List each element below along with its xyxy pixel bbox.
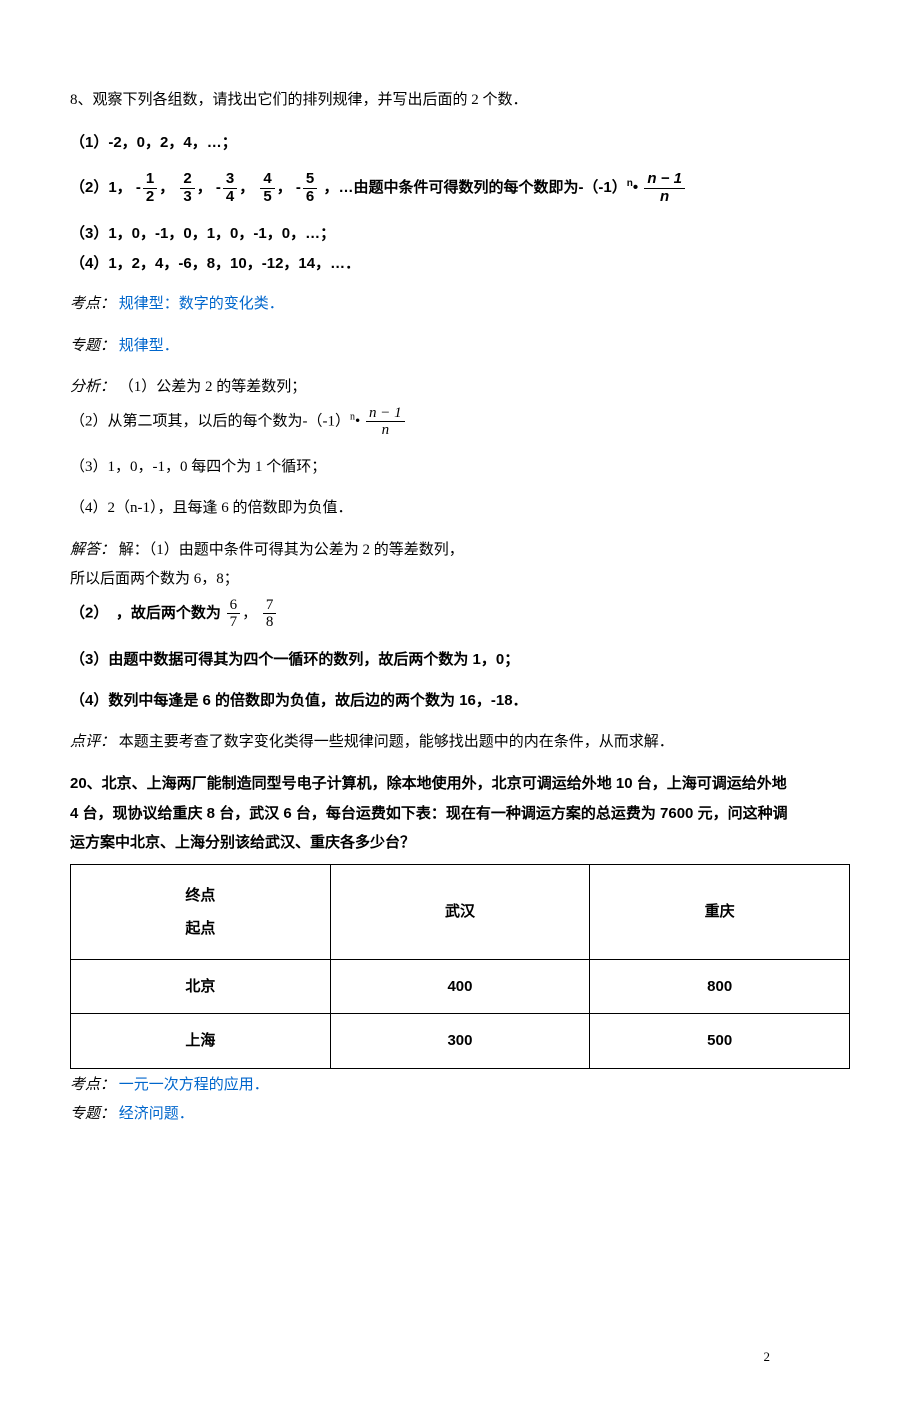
frac-den: 4 <box>223 189 237 206</box>
q20-kaodian-row: 考点： 一元一次方程的应用． <box>70 1073 850 1099</box>
jieda-p1a: 解答： 解：（1）由题中条件可得其为公差为 2 的等差数列， <box>70 538 850 564</box>
frac-den: n <box>366 422 405 439</box>
col-chongqing: 重庆 <box>590 864 850 959</box>
q20-l1: 20、北京、上海两厂能制造同型号电子计算机，除本地使用外，北京可调运给外地 10… <box>70 771 850 797</box>
table-row: 终点 起点 武汉 重庆 <box>71 864 850 959</box>
jieda-p4: （4）数列中每逢是 6 的倍数即为负值，故后边的两个数为 16，-18． <box>70 688 850 714</box>
q8-item1: （1）-2，0，2，4，…； <box>70 130 850 156</box>
frac-den: 2 <box>143 189 157 206</box>
page-number: 2 <box>764 1346 771 1368</box>
jieda-p2-pre: （2） ，故后两个数为 <box>70 604 221 621</box>
frac-num: 5 <box>303 171 317 189</box>
cell-sh-cq: 500 <box>590 1014 850 1069</box>
cell-bj-cq: 800 <box>590 959 850 1014</box>
q8-title: 8、观察下列各组数，请找出它们的排列规律，并写出后面的 2 个数． <box>70 88 850 114</box>
cell-bj-wh: 400 <box>330 959 590 1014</box>
jieda-label: 解答： <box>70 542 115 558</box>
dot: • <box>355 413 360 429</box>
frac-den: n <box>644 189 685 206</box>
zhuanti-link[interactable]: 规律型． <box>119 338 179 354</box>
q8-item2-tail: ，…由题中条件可得数列的每个数即为-（-1） <box>323 179 626 196</box>
cost-table: 终点 起点 武汉 重庆 北京 400 800 上海 300 500 <box>70 864 850 1069</box>
frac-den: 7 <box>227 614 241 631</box>
superscript-n: n <box>627 178 633 189</box>
table-header-diag: 终点 起点 <box>71 864 331 959</box>
jieda-p3: （3）由题中数据可得其为四个一循环的数列，故后两个数为 1，0； <box>70 647 850 673</box>
frac-den: 8 <box>263 614 277 631</box>
q20-kaodian-label: 考点： <box>70 1077 115 1093</box>
frac-den: 5 <box>260 189 274 206</box>
frac-num: n − 1 <box>366 405 405 423</box>
fenxi-p1: 分析： （1）公差为 2 的等差数列； <box>70 375 850 401</box>
zhuanti-label: 专题： <box>70 338 115 354</box>
jieda-p1a-text: 解：（1）由题中条件可得其为公差为 2 的等差数列， <box>119 542 464 558</box>
q8-item3: （3）1，0，-1，0，1，0，-1，0，…； <box>70 221 850 247</box>
frac-num: 7 <box>263 597 277 615</box>
q20-zhuanti-label: 专题： <box>70 1106 115 1122</box>
frac-num: 3 <box>223 171 237 189</box>
fenxi-label: 分析： <box>70 379 115 395</box>
frac-den: 6 <box>303 189 317 206</box>
kaodian-row: 考点： 规律型：数字的变化类． <box>70 292 850 318</box>
frac-num: 4 <box>260 171 274 189</box>
frac-num: n − 1 <box>644 171 685 189</box>
kaodian-link[interactable]: 规律型：数字的变化类． <box>119 296 284 312</box>
jieda-p1b: 所以后面两个数为 6，8； <box>70 567 850 593</box>
q20-l3: 运方案中北京、上海分别该给武汉、重庆各多少台？ <box>70 830 850 856</box>
q20-zhuanti-link[interactable]: 经济问题． <box>119 1106 194 1122</box>
q8-item2-lead: （2）1， <box>70 179 132 196</box>
q8-item2: （2）1， -12， 23， -34， 45， -56 ，…由题中条件可得数列的… <box>70 171 850 205</box>
q20-l2: 4 台，现协议给重庆 8 台，武汉 6 台，每台运费如下表：现在有一种调运方案的… <box>70 801 850 827</box>
frac-num: 6 <box>227 597 241 615</box>
fenxi-p2: （2）从第二项其，以后的每个数为-（-1）n• n − 1n <box>70 405 850 439</box>
cell-sh-wh: 300 <box>330 1014 590 1069</box>
fenxi-p2-pre: （2）从第二项其，以后的每个数为-（-1） <box>70 413 350 429</box>
q20-kaodian-link[interactable]: 一元一次方程的应用． <box>119 1077 269 1093</box>
q20-zhuanti-row: 专题： 经济问题． <box>70 1102 850 1128</box>
dianping-label: 点评： <box>70 734 115 750</box>
zhuanti-row: 专题： 规律型． <box>70 334 850 360</box>
header-end: 终点 <box>71 879 330 912</box>
frac-num: 1 <box>143 171 157 189</box>
fenxi-p4: （4）2（n-1），且每逢 6 的倍数即为负值． <box>70 496 850 522</box>
row-beijing: 北京 <box>71 959 331 1014</box>
dianping-row: 点评： 本题主要考查了数字变化类得一些规律问题，能够找出题中的内在条件，从而求解… <box>70 730 850 756</box>
kaodian-label: 考点： <box>70 296 115 312</box>
col-wuhan: 武汉 <box>330 864 590 959</box>
q8-item4: （4）1，2，4，-6，8，10，-12，14，…． <box>70 251 850 277</box>
table-row: 北京 400 800 <box>71 959 850 1014</box>
dianping-text: 本题主要考查了数字变化类得一些规律问题，能够找出题中的内在条件，从而求解． <box>119 734 674 750</box>
row-shanghai: 上海 <box>71 1014 331 1069</box>
fenxi-p1-text: （1）公差为 2 的等差数列； <box>119 379 307 395</box>
header-start: 起点 <box>71 912 330 945</box>
jieda-p2: （2） ，故后两个数为 67， 78 <box>70 597 850 631</box>
frac-den: 3 <box>180 189 194 206</box>
table-row: 上海 300 500 <box>71 1014 850 1069</box>
fenxi-p3: （3）1，0，-1，0 每四个为 1 个循环； <box>70 455 850 481</box>
frac-num: 2 <box>180 171 194 189</box>
